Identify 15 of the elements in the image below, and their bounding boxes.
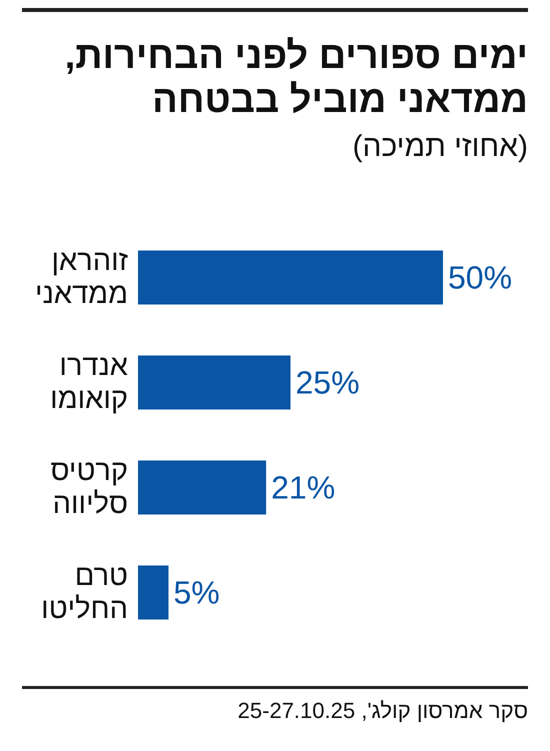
bar <box>138 250 443 304</box>
y-tick-label: זוהראן ממדאני <box>35 245 128 310</box>
bar <box>138 460 266 514</box>
data-label: 25% <box>296 364 360 400</box>
text: סקר אמרסון קולג', 25-27.10.25 <box>236 698 528 724</box>
chart-subtitle: (אחוזי תמיכה) <box>352 130 528 163</box>
y-tick-label: אנדרו קואומו <box>50 350 128 415</box>
bar <box>138 356 290 410</box>
bar <box>138 566 168 620</box>
chart-title: ימים ספורים לפני הבחירות, ממדאני מוביל בבטחה <box>64 35 528 121</box>
data-label: 21% <box>271 470 336 506</box>
y-tick-label: טרם החליטו <box>41 560 128 625</box>
y-tick-label: קרטיס סליווה <box>50 455 128 520</box>
data-label: 50% <box>448 260 512 296</box>
data-label: 5% <box>174 574 220 610</box>
